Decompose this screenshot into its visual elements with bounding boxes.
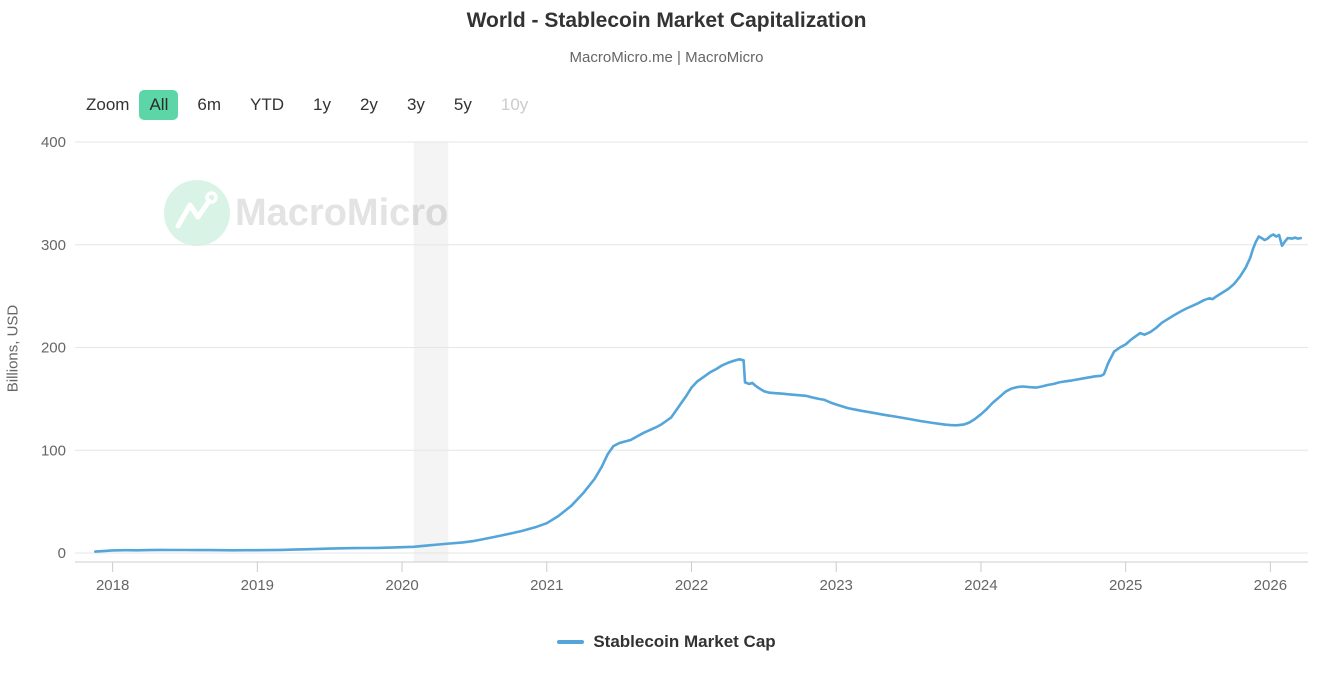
legend: Stablecoin Market Cap [0, 632, 1333, 652]
chart-subtitle: MacroMicro.me | MacroMicro [569, 49, 764, 66]
x-tick-label-2019: 2019 [241, 577, 274, 594]
x-tick-label-2018: 2018 [96, 577, 129, 594]
y-axis-title: Billions, USD [4, 304, 22, 393]
chart-title: World - Stablecoin Market Capitalization [466, 9, 867, 32]
y-tick-label-300: 300 [41, 237, 66, 254]
range-button-1y[interactable]: 1y [313, 95, 331, 114]
y-tick-label-0: 0 [58, 545, 66, 562]
range-selector-zoom-label: Zoom [86, 95, 130, 114]
range-button-3y[interactable]: 3y [406, 95, 425, 114]
range-button-10y: 10y [500, 95, 529, 114]
y-tick-label-100: 100 [41, 442, 66, 459]
range-button-2y[interactable]: 2y [359, 95, 378, 114]
series-line-stablecoin-market-cap[interactable] [94, 233, 1303, 553]
range-button-5y[interactable]: 5y [453, 95, 472, 114]
x-tick-label-2023: 2023 [820, 577, 853, 594]
x-tick-label-2025: 2025 [1109, 577, 1142, 594]
x-tick-label-2024: 2024 [964, 577, 997, 594]
legend-line-symbol [557, 640, 585, 644]
x-tick-label-2021: 2021 [530, 577, 563, 594]
range-button-ytd[interactable]: YTD [250, 95, 284, 114]
x-tick-label-2022: 2022 [675, 577, 708, 594]
range-buttons: All 6m YTD 1y 2y 3y 5y 10y [139, 90, 547, 120]
y-tick-label-200: 200 [41, 340, 66, 357]
range-button-6m[interactable]: 6m [197, 95, 221, 114]
x-tick-label-2026: 2026 [1254, 577, 1287, 594]
range-selector: Zoom All 6m YTD 1y 2y 3y 5y 10y [86, 90, 547, 120]
legend-label: Stablecoin Market Cap [593, 632, 776, 651]
legend-item-stablecoin-market-cap[interactable]: Stablecoin Market Cap [557, 632, 776, 652]
y-tick-label-400: 400 [41, 134, 66, 151]
recession-band-covid-2020 [413, 142, 449, 562]
x-tick-label-2020: 2020 [385, 577, 418, 594]
range-button-all[interactable]: All [139, 90, 179, 120]
